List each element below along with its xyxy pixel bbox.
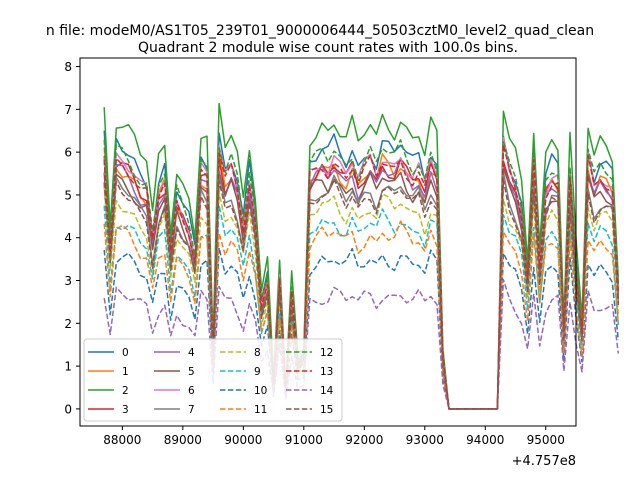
legend-label-4: 4 <box>188 347 195 359</box>
x-tick-label: 94000 <box>466 433 504 447</box>
series-line-12 <box>103 139 620 410</box>
y-tick-label: 0 <box>64 402 72 416</box>
x-tick-label: 95000 <box>527 433 565 447</box>
x-tick-label: 89000 <box>164 433 202 447</box>
legend-label-7: 7 <box>188 404 195 416</box>
legend-label-15: 15 <box>320 404 333 416</box>
legend-label-3: 3 <box>122 404 129 416</box>
y-tick-label: 8 <box>64 60 72 74</box>
y-tick-label: 2 <box>64 317 72 331</box>
series-line-8 <box>103 186 620 410</box>
y-tick-label: 3 <box>64 274 72 288</box>
x-offset-label: +4.757e8 <box>512 454 576 469</box>
legend-label-1: 1 <box>122 366 129 378</box>
series-layer <box>103 102 620 410</box>
legend-label-14: 14 <box>320 385 334 397</box>
x-tick-label: 93000 <box>406 433 444 447</box>
y-tick-label: 1 <box>64 360 72 374</box>
y-tick-label: 7 <box>64 103 72 117</box>
legend-frame <box>83 338 343 422</box>
legend-label-11: 11 <box>254 404 267 416</box>
legend-label-10: 10 <box>254 385 267 397</box>
figure-suptitle: n file: modeM0/AS1T05_239T01_9000006444_… <box>46 23 594 39</box>
series-line-9 <box>103 204 620 410</box>
legend-label-0: 0 <box>122 347 129 359</box>
series-line-10 <box>103 247 620 410</box>
series-line-11 <box>103 220 620 410</box>
x-tick-label: 91000 <box>285 433 323 447</box>
chart-title: Quadrant 2 module wise count rates with … <box>138 40 518 56</box>
legend-label-9: 9 <box>254 366 261 378</box>
legend-label-2: 2 <box>122 385 129 397</box>
legend-label-6: 6 <box>188 385 195 397</box>
legend-label-8: 8 <box>254 347 261 359</box>
legend-label-12: 12 <box>320 347 333 359</box>
y-tick-label: 6 <box>64 146 72 160</box>
axes-frame <box>79 57 577 427</box>
y-tick-label: 5 <box>64 188 72 202</box>
y-tick-label: 4 <box>64 231 72 245</box>
y-axis-ticks: 0 1 2 3 4 5 6 7 8 <box>64 60 80 416</box>
series-line-15 <box>103 177 620 410</box>
x-tick-label: 90000 <box>224 433 262 447</box>
plot-area: 88000 89000 90000 91000 92000 93000 94000 95000… <box>64 57 620 447</box>
legend-label-5: 5 <box>188 366 195 378</box>
series-line-14 <box>103 278 620 410</box>
x-axis-ticks: 88000 89000 90000 91000 92000 93000 94000 95000 <box>103 426 565 447</box>
x-tick-label: 92000 <box>345 433 383 447</box>
legend-label-13: 13 <box>320 366 333 378</box>
x-tick-label: 88000 <box>103 433 141 447</box>
